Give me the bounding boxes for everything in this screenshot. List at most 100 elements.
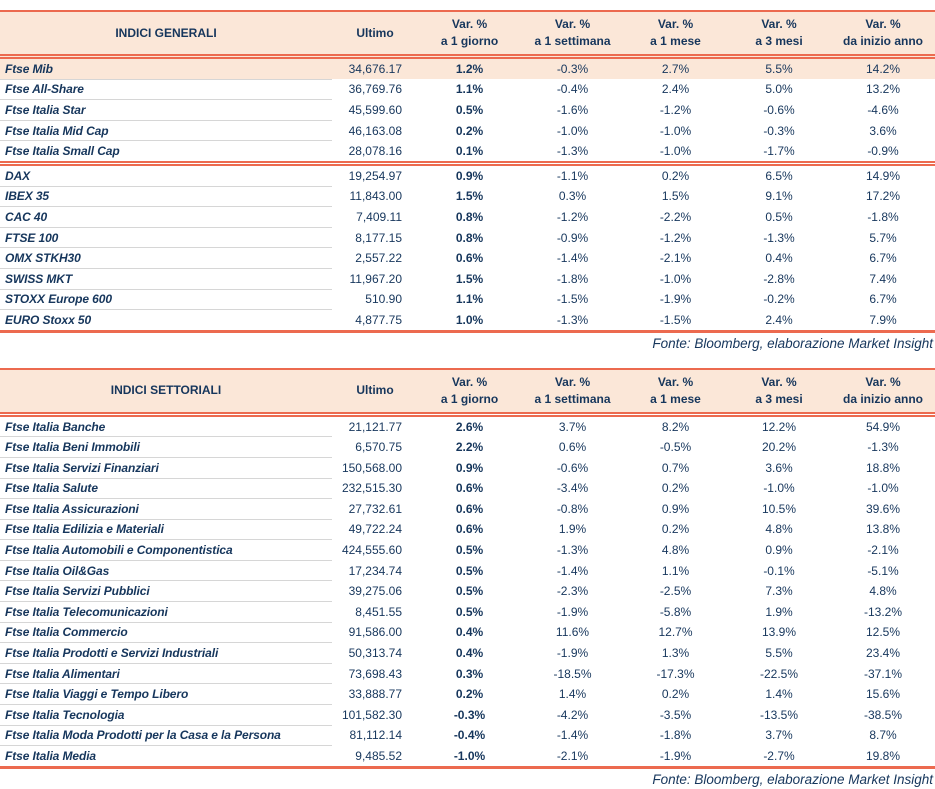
var-ytd-cell: 17.2% xyxy=(865,189,901,204)
table-row: Ftse Italia Telecomunicazioni 8,451.55 0.5… xyxy=(0,601,935,623)
var-1week-cell: -1.9% xyxy=(556,604,589,619)
var-1week-cell: -1.1% xyxy=(521,161,624,187)
index-name-cell: Ftse Italia Viaggi e Tempo Libero xyxy=(0,683,332,706)
var-ytd-cell: 5.7% xyxy=(869,230,897,245)
index-name-cell: STOXX Europe 600 xyxy=(0,289,332,311)
var-1week-cell: 1.4% xyxy=(558,687,587,702)
period-label: da inizio anno xyxy=(843,391,923,406)
period-label: da inizio anno xyxy=(843,34,923,48)
var-1month-cell: -1.2% xyxy=(659,102,692,117)
var-1day-cell: 0.6% xyxy=(455,501,484,516)
var-3month-cell: 3.7% xyxy=(765,728,793,743)
var-1month-cell: -2.5% xyxy=(659,584,692,599)
var-ytd-cell: 39.6% xyxy=(865,501,901,516)
index-name-cell: Ftse Italia Servizi Finanziari xyxy=(0,457,332,479)
var-1day-cell: 0.6% xyxy=(455,251,484,266)
var-3month-cell: 7.3% xyxy=(765,584,793,599)
index-name-cell: Ftse Mib xyxy=(0,56,332,80)
var-1day-cell: 1.5% xyxy=(455,271,484,286)
period-label: a 3 mesi xyxy=(755,34,803,48)
ultimo-cell: 11,967.20 xyxy=(349,271,403,286)
var-1day-cell: 0.9% xyxy=(418,161,521,187)
var-3month-cell: -13.5% xyxy=(759,707,799,722)
source-note: Fonte: Bloomberg, elaborazione Market In… xyxy=(652,335,933,351)
var-1day-cell: 0.3% xyxy=(455,666,484,681)
var-1day-cell: -0.4% xyxy=(453,728,486,743)
var-ytd-cell: 13.8% xyxy=(865,522,901,537)
var-ytd-cell: 3.6% xyxy=(869,123,897,138)
ultimo-cell: 11,843.00 xyxy=(349,189,403,204)
var-1week-cell: -2.3% xyxy=(556,584,589,599)
var-ytd-cell: 7.9% xyxy=(869,312,897,327)
var-1month-cell: 0.2% xyxy=(661,687,690,702)
table-row: Ftse Italia Automobili e Componentistica… xyxy=(0,539,935,561)
ultimo-cell: 424,555.60 xyxy=(341,543,402,558)
var-1month-cell: -1.0% xyxy=(659,143,692,158)
ultimo-cell: 21,121.77 xyxy=(348,419,402,434)
var-1day-cell: 0.2% xyxy=(455,687,484,702)
index-name-cell: Ftse Italia Mid Cap xyxy=(0,120,332,142)
var-1day-cell: 0.8% xyxy=(455,230,484,245)
var-1day-cell: 1.1% xyxy=(455,82,484,97)
var-1week-cell: -0.6% xyxy=(556,460,589,475)
ultimo-cell: 28,078.16 xyxy=(348,143,402,158)
ultimo-cell: 50,313.74 xyxy=(348,646,402,661)
var-1day-cell: 0.6% xyxy=(455,522,484,537)
table-row: STOXX Europe 600 510.90 1.1% -1.5% -1.9% -0.2… xyxy=(0,289,935,311)
ultimo-cell: 510.90 xyxy=(365,292,402,307)
var-3month-cell: 1.4% xyxy=(765,687,793,702)
var-1week-cell: 0.3% xyxy=(558,189,587,204)
var-1month-cell: 0.2% xyxy=(661,481,690,496)
var-3month-cell: 2.4% xyxy=(765,312,793,327)
index-name-cell: Ftse Italia Automobili e Componentistica xyxy=(0,539,332,561)
index-name-cell: Ftse Italia Moda Prodotti per la Casa e … xyxy=(0,725,332,747)
var-1week-cell: -1.0% xyxy=(556,123,589,138)
index-name-cell: Ftse Italia Servizi Pubblici xyxy=(0,580,332,603)
var-1month-cell: -0.5% xyxy=(659,440,692,455)
var-ytd-cell: -0.9% xyxy=(867,143,899,158)
var-1day-cell: 1.2% xyxy=(418,56,521,80)
var-3month-cell: -1.0% xyxy=(763,481,795,496)
ultimo-cell: 150,568.00 xyxy=(341,460,402,475)
column-header-var-1month: Var. % a 1 mese xyxy=(624,11,727,59)
table-row: Ftse Italia Star 45,599.60 0.5% -1.6% -1.2% -… xyxy=(0,99,935,121)
var-1month-cell: -1.9% xyxy=(659,748,692,763)
ultimo-cell: 9,485.52 xyxy=(355,748,402,763)
var-1month-cell: -5.8% xyxy=(659,604,692,619)
table-row: Ftse Italia Prodotti e Servizi Industria… xyxy=(0,642,935,664)
var-3month-cell: -1.7% xyxy=(763,143,795,158)
index-name-cell: FTSE 100 xyxy=(0,227,332,249)
table-row: Ftse Italia Alimentari 73,698.43 0.3% -18.5… xyxy=(0,663,935,685)
index-name-cell: Ftse Italia Small Cap xyxy=(0,140,332,164)
var-pct-label: Var. % xyxy=(761,374,797,389)
index-name-cell: Ftse All-Share xyxy=(0,79,332,101)
ultimo-cell: 45,599.60 xyxy=(348,102,402,117)
period-label: a 1 settimana xyxy=(534,34,611,48)
var-ytd-cell: -4.6% xyxy=(867,102,899,117)
var-1month-cell: 1.3% xyxy=(661,646,690,661)
column-header-ultimo: Ultimo xyxy=(332,11,418,59)
index-name-cell: Ftse Italia Commercio xyxy=(0,622,332,644)
var-ytd-cell: 13.2% xyxy=(865,82,901,97)
var-1month-cell: 12.7% xyxy=(658,625,693,640)
table-row: Ftse Italia Commercio 91,586.00 0.4% 11.6% 1… xyxy=(0,622,935,644)
var-1month-cell: 0.7% xyxy=(661,460,690,475)
var-1day-cell: 2.2% xyxy=(455,440,484,455)
var-3month-cell: -2.7% xyxy=(763,748,795,763)
var-1week-cell: 3.7% xyxy=(558,419,587,434)
var-3month-cell: 5.5% xyxy=(765,646,793,661)
index-name-cell: Ftse Italia Telecomunicazioni xyxy=(0,601,332,623)
ultimo-cell: 6,570.75 xyxy=(355,440,402,455)
table-row: Ftse Italia Servizi Pubblici 39,275.06 0.5… xyxy=(0,580,935,603)
index-name-cell: Ftse Italia Media xyxy=(0,745,332,768)
index-name-cell: Ftse Italia Assicurazioni xyxy=(0,498,332,520)
var-pct-label: Var. % xyxy=(865,374,901,389)
ultimo-cell: 36,769.76 xyxy=(348,82,402,97)
var-1day-cell: 0.1% xyxy=(455,143,484,158)
ultimo-cell: 8,177.15 xyxy=(355,230,402,245)
index-name-cell: DAX xyxy=(0,161,332,187)
index-name-cell: Ftse Italia Prodotti e Servizi Industria… xyxy=(0,642,332,664)
column-header-ultimo: Ultimo xyxy=(332,368,418,417)
index-name-cell: OMX STKH30 xyxy=(0,247,332,269)
var-1week-cell: -0.4% xyxy=(556,82,589,97)
